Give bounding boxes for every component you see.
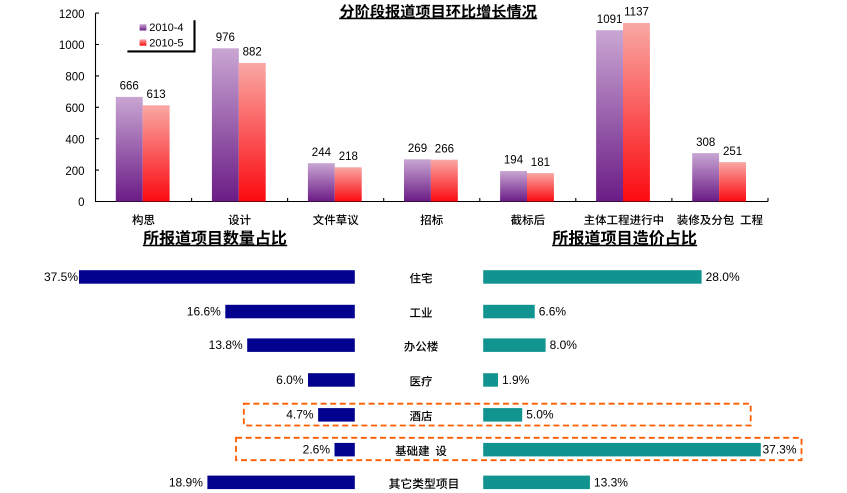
svg-text:400: 400 xyxy=(65,134,84,146)
svg-text:18.9%: 18.9% xyxy=(169,475,203,489)
svg-text:200: 200 xyxy=(65,166,84,178)
svg-text:0: 0 xyxy=(78,197,84,209)
svg-text:4.7%: 4.7% xyxy=(286,408,314,422)
svg-text:308: 308 xyxy=(696,137,715,149)
svg-text:13.8%: 13.8% xyxy=(209,338,243,352)
svg-text:37.3%: 37.3% xyxy=(763,443,797,457)
svg-text:194: 194 xyxy=(504,155,524,167)
svg-text:181: 181 xyxy=(531,157,550,169)
svg-text:613: 613 xyxy=(147,89,166,101)
svg-text:2.6%: 2.6% xyxy=(303,443,331,457)
svg-text:244: 244 xyxy=(312,147,332,159)
svg-text:1200: 1200 xyxy=(59,9,85,21)
svg-text:13.3%: 13.3% xyxy=(594,475,628,489)
svg-text:882: 882 xyxy=(243,47,262,59)
svg-text:1.9%: 1.9% xyxy=(502,373,530,387)
svg-text:6.6%: 6.6% xyxy=(539,304,567,318)
svg-text:2010-5: 2010-5 xyxy=(149,38,183,50)
svg-text:251: 251 xyxy=(723,146,742,158)
svg-text:1091: 1091 xyxy=(597,14,623,26)
svg-text:800: 800 xyxy=(65,72,84,84)
svg-text:6.0%: 6.0% xyxy=(276,373,304,387)
svg-text:269: 269 xyxy=(408,143,427,155)
svg-text:218: 218 xyxy=(339,151,358,163)
svg-text:600: 600 xyxy=(65,103,84,115)
svg-text:28.0%: 28.0% xyxy=(706,270,740,284)
svg-text:8.0%: 8.0% xyxy=(550,338,578,352)
svg-text:2010-4: 2010-4 xyxy=(149,22,183,34)
svg-text:5.0%: 5.0% xyxy=(526,408,554,422)
svg-text:37.5%: 37.5% xyxy=(44,270,78,284)
svg-text:1137: 1137 xyxy=(624,7,649,19)
svg-text:16.6%: 16.6% xyxy=(187,304,221,318)
svg-text:266: 266 xyxy=(435,143,454,155)
svg-text:666: 666 xyxy=(120,81,139,93)
svg-text:1000: 1000 xyxy=(59,40,85,52)
svg-text:976: 976 xyxy=(216,32,235,44)
